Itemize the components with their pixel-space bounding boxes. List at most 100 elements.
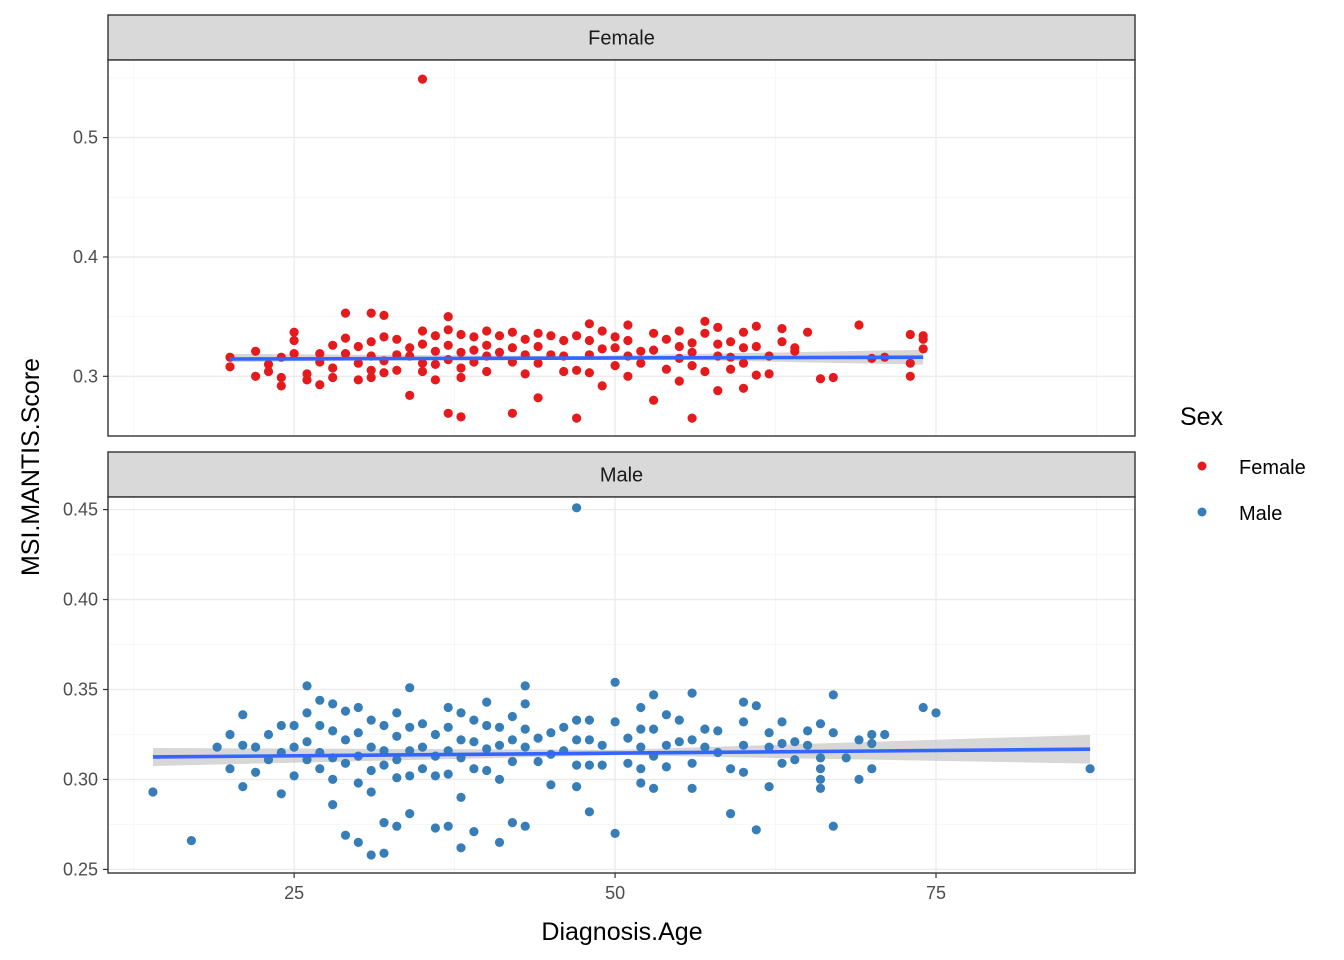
data-point [546, 331, 556, 341]
data-point [520, 699, 530, 709]
data-point [610, 828, 620, 839]
data-point [430, 375, 440, 385]
data-point [700, 366, 710, 377]
data-point [738, 717, 749, 727]
data-point [328, 363, 338, 373]
data-point [340, 830, 351, 840]
data-point [494, 774, 505, 785]
legend-title: Sex [1180, 403, 1224, 431]
data-point [674, 737, 684, 747]
data-point [417, 326, 428, 336]
data-point [353, 375, 363, 385]
data-point [417, 742, 428, 752]
data-point [597, 326, 607, 336]
data-point [572, 503, 582, 513]
data-point [456, 735, 466, 745]
data-point [597, 760, 607, 770]
data-point [880, 729, 890, 740]
data-point [430, 346, 440, 356]
data-point [494, 722, 505, 732]
data-point [610, 717, 620, 727]
data-point [674, 376, 684, 386]
data-point [520, 724, 530, 734]
data-point [687, 783, 697, 794]
data-point [918, 344, 928, 354]
data-point [751, 370, 761, 380]
data-point [238, 710, 248, 720]
data-point [777, 738, 787, 749]
data-point [687, 361, 697, 371]
data-point [597, 381, 607, 391]
data-point [302, 681, 312, 691]
data-point [225, 362, 235, 372]
data-point [443, 408, 453, 418]
data-point [443, 702, 453, 713]
data-point [494, 347, 505, 357]
data-point [584, 715, 595, 725]
data-point [456, 843, 466, 853]
data-point [238, 782, 248, 792]
data-point [661, 334, 672, 344]
data-point [738, 327, 749, 337]
data-point [507, 711, 517, 722]
data-point [328, 774, 338, 785]
data-point [623, 335, 633, 346]
data-point [251, 742, 261, 752]
data-point [507, 756, 517, 767]
data-point [456, 347, 466, 357]
data-point [777, 758, 787, 768]
data-point [559, 722, 569, 732]
data-point [636, 724, 646, 734]
data-point [546, 728, 556, 738]
female-gridlines [108, 60, 1135, 436]
data-point [854, 320, 864, 330]
data-point [867, 729, 877, 740]
data-point [738, 383, 749, 393]
data-point [726, 337, 736, 347]
data-point [726, 764, 736, 774]
data-point [417, 74, 428, 84]
data-point [610, 332, 620, 342]
male-panel-border [107, 496, 1136, 874]
male-y-axis: 0.25 0.30 0.35 0.40 0.45 [63, 500, 108, 879]
data-point [328, 800, 338, 810]
data-point [225, 764, 235, 774]
data-point [443, 340, 453, 350]
legend-key-female [1197, 461, 1207, 471]
data-point [482, 765, 492, 776]
data-point [430, 771, 440, 781]
data-point [482, 697, 492, 707]
female-panel-border [107, 59, 1136, 437]
data-point [803, 740, 813, 750]
data-point [687, 338, 697, 348]
data-point [469, 332, 479, 342]
x-axis-title: Diagnosis.Age [541, 918, 702, 946]
data-point [815, 719, 826, 729]
data-point [353, 728, 363, 738]
data-point [815, 374, 826, 384]
data-point [918, 334, 928, 344]
data-point [584, 735, 595, 745]
data-point [815, 783, 826, 794]
data-point [405, 343, 415, 353]
y-tick-label: 0.3 [73, 366, 98, 386]
data-point [726, 809, 736, 819]
data-point [417, 339, 428, 349]
data-point [405, 771, 415, 781]
data-point [315, 764, 325, 774]
male-plot-area [108, 497, 1135, 873]
legend-key-male [1197, 507, 1207, 517]
data-point [353, 778, 363, 788]
female-facet-panel: Female 0.3 0.4 0.5 [73, 14, 1136, 437]
data-point [649, 783, 659, 794]
data-point [469, 764, 479, 774]
data-point [405, 722, 415, 732]
data-point [443, 722, 453, 732]
data-point [584, 760, 595, 770]
data-point [482, 340, 492, 350]
data-point [238, 740, 248, 750]
data-point [533, 733, 543, 743]
y-tick-label: 0.30 [63, 769, 98, 789]
data-point [494, 331, 505, 341]
data-point [289, 771, 299, 781]
